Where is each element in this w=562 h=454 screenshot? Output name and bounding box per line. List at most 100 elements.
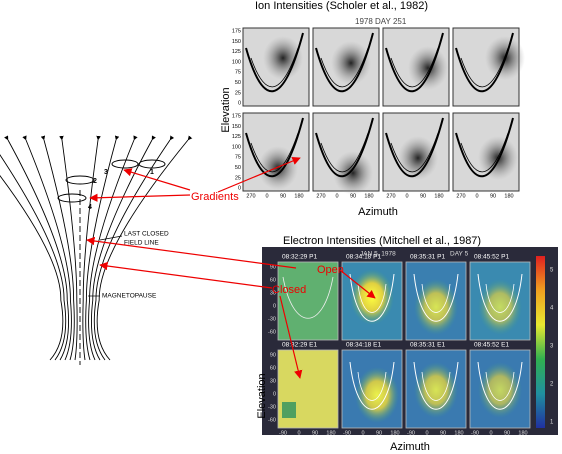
ion-title: Ion Intensities (Scholer et al., 1982) <box>255 0 428 12</box>
electron-contour <box>349 361 395 410</box>
electron-x-tick: 90 <box>440 430 446 436</box>
ion-contour <box>390 132 439 173</box>
ion-x-tick: 270 <box>456 193 465 199</box>
field-line <box>0 175 64 361</box>
ion-contour <box>390 47 439 88</box>
electron-x-tick: -90 <box>407 430 415 436</box>
ion-y-tick: 75 <box>235 155 241 161</box>
electron-patch <box>282 402 296 418</box>
electron-hot <box>414 279 458 335</box>
panel-time: 08:32:29 P1 <box>282 254 317 261</box>
electron-y-tick: 60 <box>270 365 276 371</box>
ion-contour <box>455 117 514 178</box>
field-line <box>40 135 75 361</box>
electron-contour <box>413 273 459 322</box>
colorbar-tick: 1 <box>550 420 554 426</box>
electron-x-tick: 180 <box>454 430 463 436</box>
panel-time: 08:45:52 P1 <box>474 254 509 261</box>
electron-contour <box>357 371 387 401</box>
electron-x-label: Azimuth <box>390 441 430 453</box>
field-line <box>85 135 120 361</box>
electron-x-tick: 180 <box>518 430 527 436</box>
electron-contour <box>421 283 451 313</box>
electron-contour <box>485 371 515 401</box>
annotation-arrow <box>339 269 376 299</box>
electron-y-tick: 0 <box>273 303 276 309</box>
ion-contour <box>385 32 444 93</box>
electron-x-tick: 0 <box>297 430 300 436</box>
ion-blob <box>333 151 373 195</box>
ion-x-tick: 90 <box>420 193 426 199</box>
field-line <box>96 135 193 361</box>
electron-contour <box>421 371 451 401</box>
tube-label: 3 <box>104 169 108 176</box>
electron-day: DAY 5 <box>450 251 469 258</box>
last-closed-label: LAST CLOSED <box>124 231 169 238</box>
ion-x-tick: 180 <box>434 193 443 199</box>
ion-blob <box>263 36 303 80</box>
electron-hot <box>414 362 458 418</box>
colorbar-tick: 5 <box>550 268 554 274</box>
ion-x-tick: 90 <box>350 193 356 199</box>
electron-x-tick: 0 <box>361 430 364 436</box>
ion-date: 1978 DAY 251 <box>355 17 407 26</box>
ion-contour <box>385 117 444 178</box>
electron-hot <box>478 279 522 335</box>
colorbar <box>536 256 545 428</box>
field-line <box>91 135 156 361</box>
electron-y-tick: -30 <box>268 316 276 322</box>
electron-y-tick: -60 <box>268 417 276 423</box>
ion-y-tick: 100 <box>232 144 241 150</box>
ion-y-label: Elevation <box>220 87 232 132</box>
ion-contour <box>315 117 374 178</box>
ion-x-tick: 0 <box>265 193 268 199</box>
ion-x-tick: 270 <box>386 193 395 199</box>
ion-contour <box>250 47 299 88</box>
colorbar-tick: 4 <box>550 306 554 312</box>
ion-contour <box>250 132 299 173</box>
electron-y-tick: 30 <box>270 378 276 384</box>
leader <box>99 235 123 241</box>
ion-x-tick: 270 <box>316 193 325 199</box>
ion-contour <box>320 132 369 173</box>
magnetopause-label: MAGNETOPAUSE <box>102 293 157 300</box>
ion-contour <box>315 32 374 93</box>
gradients-label: Gradients <box>191 191 239 203</box>
electron-x-tick: 0 <box>489 430 492 436</box>
electron-hot <box>355 367 399 423</box>
ion-y-tick: 75 <box>235 70 241 76</box>
tube-label: 1 <box>150 169 154 176</box>
last-closed-label: FIELD LINE <box>124 240 159 247</box>
panel-time: 08:45:52 E1 <box>474 342 509 349</box>
ion-y-tick: 150 <box>232 124 241 130</box>
ion-x-tick: 180 <box>364 193 373 199</box>
ion-x-tick: 270 <box>246 193 255 199</box>
ion-x-tick: 180 <box>294 193 303 199</box>
ion-blob <box>331 41 371 85</box>
flux-tube <box>65 175 95 185</box>
electron-contour <box>282 276 334 319</box>
panel-time: 08:35:31 P1 <box>410 254 445 261</box>
ion-y-tick: 125 <box>232 134 241 140</box>
electron-x-tick: 180 <box>326 430 335 436</box>
flux-tube <box>57 193 87 203</box>
ion-y-tick: 25 <box>235 175 241 181</box>
field-line <box>93 135 175 361</box>
electron-x-tick: -90 <box>471 430 479 436</box>
electron-y-tick: 60 <box>270 277 276 283</box>
ion-blob <box>408 46 448 90</box>
ion-x-label: Azimuth <box>358 206 398 218</box>
panel-time: 08:32:29 E1 <box>282 342 317 349</box>
closed-label: Closed <box>272 284 306 296</box>
electron-x-tick: -90 <box>279 430 287 436</box>
colorbar-tick: 2 <box>550 382 554 388</box>
field-line <box>0 154 67 361</box>
ion-contour <box>455 32 514 93</box>
ion-y-tick: 50 <box>235 165 241 171</box>
ion-blob <box>398 136 438 180</box>
ion-y-tick: 175 <box>232 113 241 119</box>
flux-tube <box>138 159 166 169</box>
tube-label: 2 <box>93 178 97 185</box>
field-line <box>59 135 78 361</box>
